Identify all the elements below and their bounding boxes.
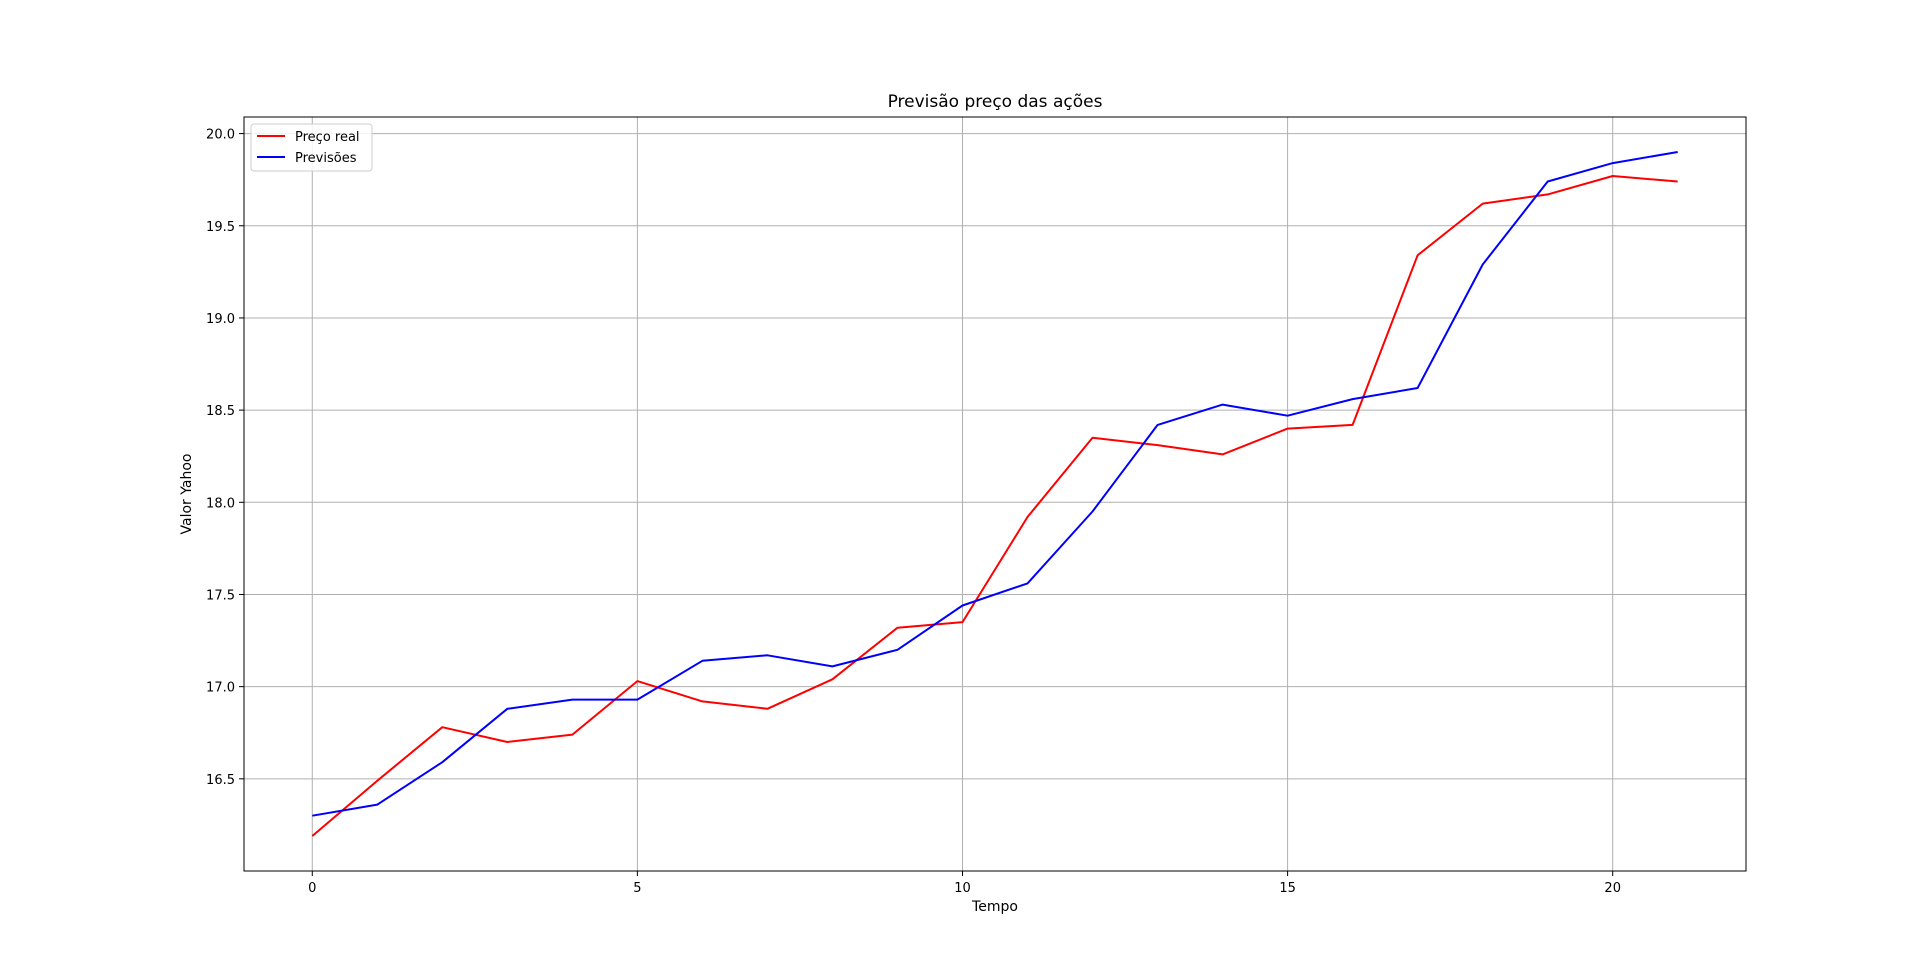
- x-tick-label: 5: [633, 881, 641, 896]
- series-line-1: [312, 151, 1678, 817]
- legend-label: Previsões: [295, 151, 357, 166]
- y-tick-label: 19.0: [206, 312, 235, 327]
- y-tick-label: 18.0: [206, 496, 235, 511]
- y-tick-label: 16.5: [206, 773, 235, 788]
- y-tick-label: 18.5: [206, 404, 235, 419]
- y-tick-label: 20.0: [206, 128, 235, 143]
- grid: [244, 117, 1746, 871]
- chart-title: Previsão preço das ações: [888, 92, 1103, 112]
- y-tick-label: 17.0: [206, 681, 235, 696]
- y-tick-label: 19.5: [206, 220, 235, 235]
- x-tick-label: 15: [1279, 881, 1296, 896]
- plot-frame: [243, 116, 1747, 872]
- x-tick-label: 10: [954, 881, 971, 896]
- y-tick-label: 17.5: [206, 588, 235, 603]
- x-axis-label: Tempo: [971, 899, 1018, 915]
- x-tick-label: 20: [1604, 881, 1621, 896]
- x-tick-label: 0: [308, 881, 316, 896]
- series-lines: [311, 151, 1678, 837]
- legend-label: Preço real: [295, 130, 360, 145]
- legend: Preço real Previsões: [250, 123, 373, 172]
- y-axis-label: Valor Yahoo: [179, 454, 195, 535]
- x-axis-ticks: 0 5 10 15 20: [308, 871, 1621, 896]
- y-axis-ticks: 16.5 17.0 17.5 18.0 18.5 19.0 19.5 20.0: [206, 128, 244, 788]
- series-line-0: [311, 175, 1678, 837]
